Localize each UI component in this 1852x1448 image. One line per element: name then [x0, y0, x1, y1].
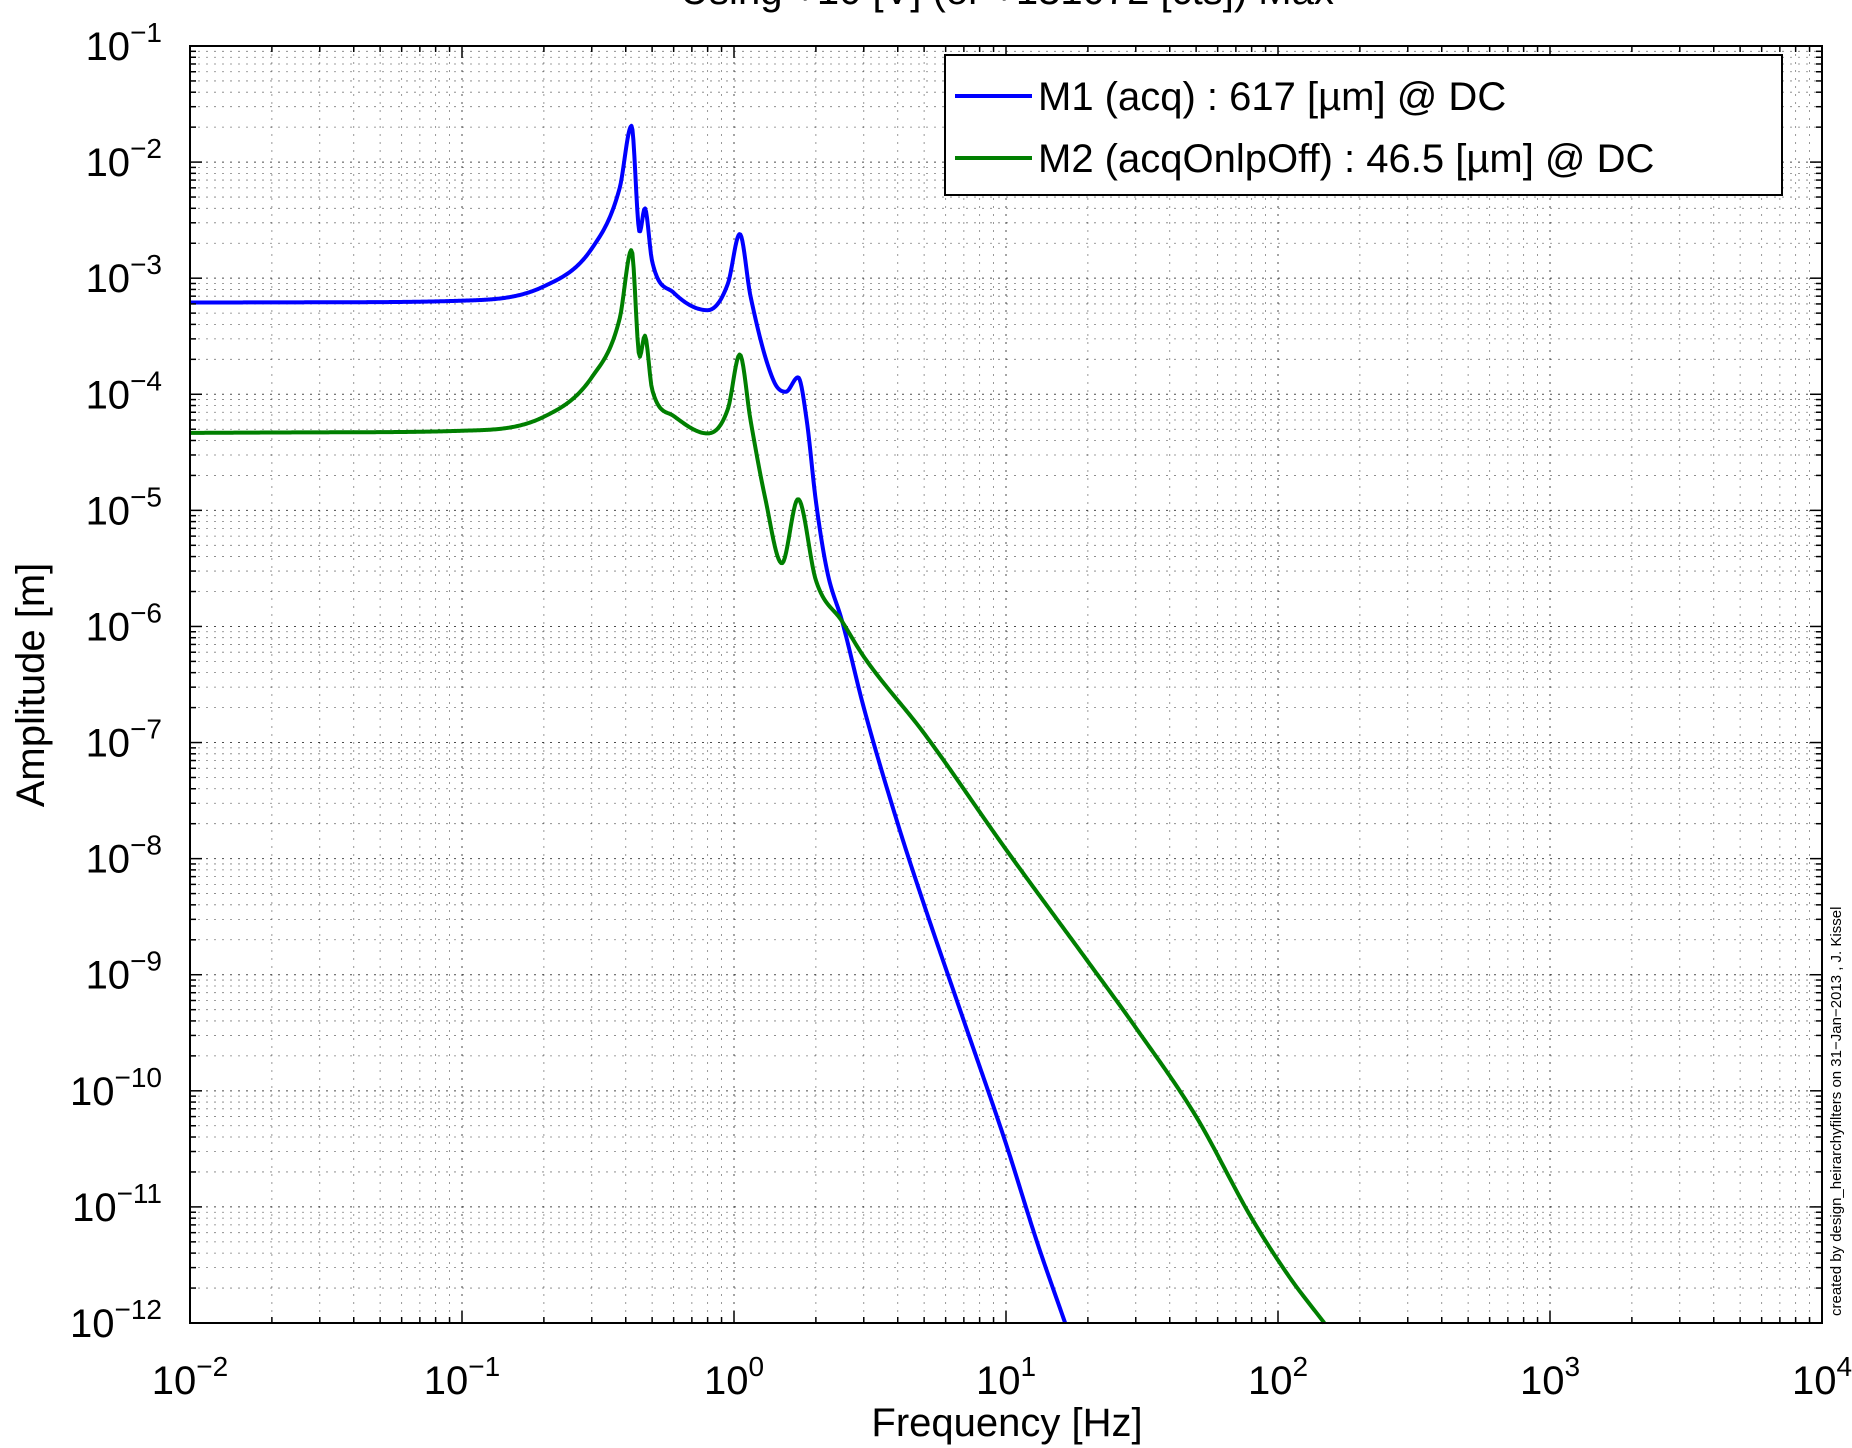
y-tick-label: 10−5 — [86, 481, 162, 533]
legend-box — [944, 54, 1783, 196]
chart-title: Using +10 [V] (or +131072 [cts]) Max — [680, 0, 1334, 13]
x-tick-label: 100 — [704, 1351, 764, 1403]
y-tick-label: 10−12 — [70, 1294, 162, 1346]
x-tick-label: 103 — [1520, 1351, 1580, 1403]
y-tick-label: 10−10 — [70, 1062, 162, 1114]
x-tick-label: 104 — [1792, 1351, 1852, 1403]
series-line-1 — [188, 123, 1068, 1324]
legend-label-1: M1 (acq) : 617 [µm] @ DC — [1038, 75, 1506, 119]
x-tick-label: 101 — [976, 1351, 1036, 1403]
x-tick-label: 10−2 — [152, 1351, 228, 1403]
plot-area — [190, 46, 1822, 1323]
y-tick-label: 10−8 — [86, 830, 162, 882]
legend: M1 (acq) : 617 [µm] @ DC M2 (acqOnlpOff) … — [944, 54, 1783, 196]
x-tick-labels: 10−2 10−1 100 101 102 103 104 — [152, 1351, 1852, 1403]
credit-annotation: created by design_heirarchyfilters on 31… — [1828, 907, 1845, 1316]
y-axis-label: Amplitude [m] — [9, 563, 53, 808]
y-tick-labels: 10−12 10−11 10−10 10−9 10−8 10−7 10−6 10−5 10−4 1… — [70, 17, 162, 1346]
series-line-2 — [189, 248, 1326, 1325]
y-tick-label: 10−11 — [72, 1178, 162, 1230]
x-tick-label: 10−1 — [424, 1351, 500, 1403]
grid-lines — [190, 46, 1822, 1323]
y-tick-label: 10−9 — [86, 946, 162, 998]
y-tick-label: 10−4 — [86, 365, 162, 417]
series-layer — [188, 123, 1326, 1325]
y-tick-label: 10−1 — [86, 17, 162, 69]
y-tick-label: 10−6 — [86, 597, 162, 649]
legend-label-2: M2 (acqOnlpOff) : 46.5 [µm] @ DC — [1038, 137, 1654, 181]
x-tick-label: 102 — [1248, 1351, 1308, 1403]
y-tick-label: 10−7 — [86, 714, 162, 766]
y-tick-label: 10−3 — [86, 249, 162, 301]
x-axis-label: Frequency [Hz] — [871, 1401, 1142, 1445]
y-tick-label: 10−2 — [86, 133, 162, 185]
